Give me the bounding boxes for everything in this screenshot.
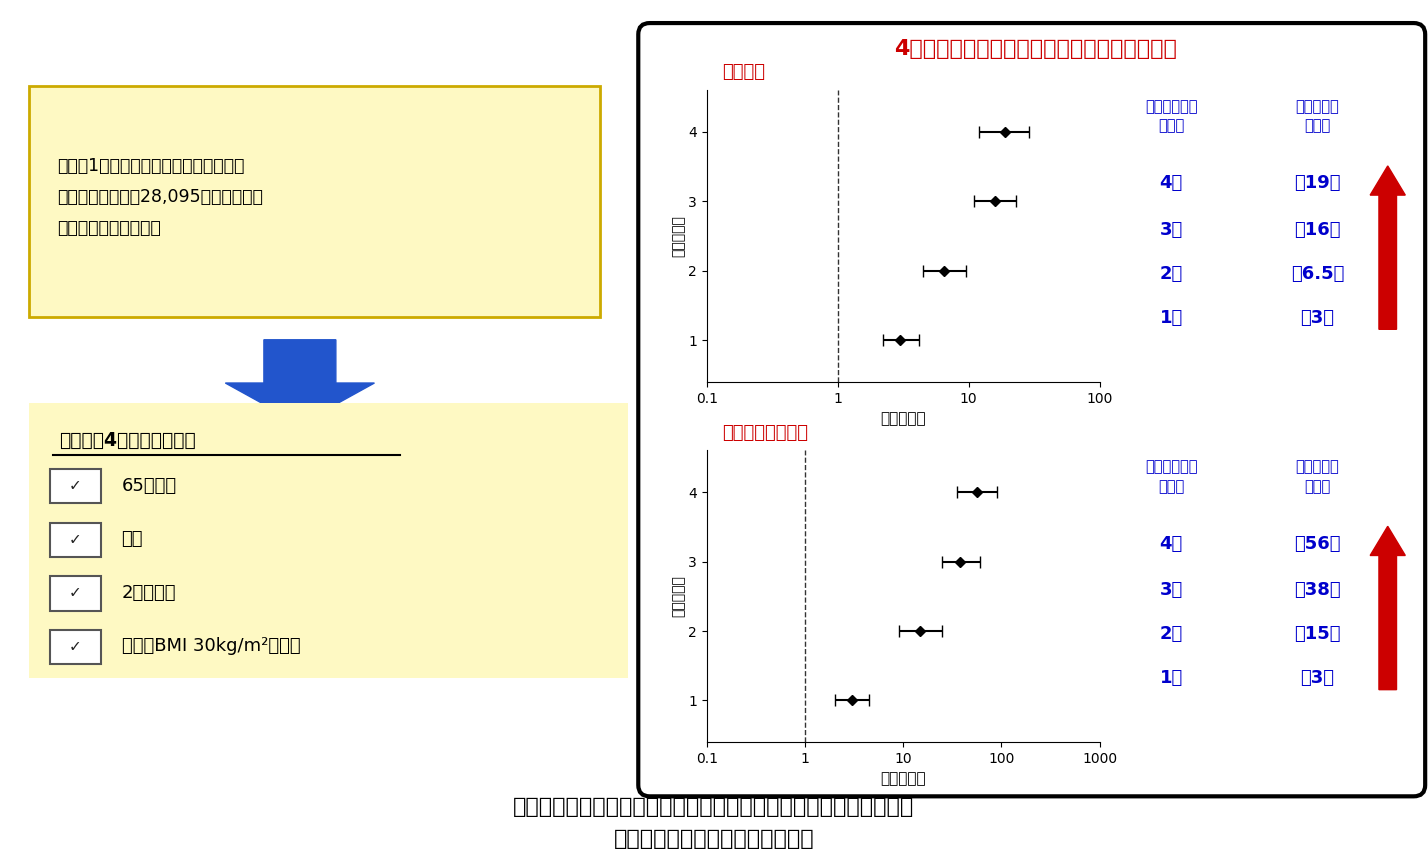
FancyBboxPatch shape: [50, 523, 100, 557]
Text: 肥満（BMI 30kg/m²以上）: 肥満（BMI 30kg/m²以上）: [121, 637, 300, 656]
Text: 約15倍: 約15倍: [1294, 625, 1341, 644]
Text: 入院治療の
危険性: 入院治療の 危険性: [1295, 99, 1339, 134]
FancyBboxPatch shape: [29, 403, 628, 678]
Text: 入院や重症となる危険が高くなる: 入院や重症となる危険が高くなる: [614, 829, 814, 849]
Text: ✓: ✓: [69, 585, 81, 601]
Text: 男性: 男性: [121, 530, 143, 548]
Text: 新型コロナウイルス感染時では、リスク因子の数が多くなるほど、: 新型コロナウイルス感染時では、リスク因子の数が多くなるほど、: [514, 796, 914, 817]
Y-axis label: リスクの数: リスクの数: [671, 576, 685, 617]
FancyBboxPatch shape: [638, 23, 1425, 796]
Text: 4個: 4個: [1160, 535, 1182, 553]
Text: 2型糖尿病: 2型糖尿病: [121, 583, 176, 601]
Text: リスク因子の
該当数: リスク因子の 該当数: [1145, 459, 1197, 494]
Text: 4個: 4個: [1160, 174, 1182, 192]
Text: 約56倍: 約56倍: [1294, 535, 1341, 553]
FancyBboxPatch shape: [50, 469, 100, 504]
FancyBboxPatch shape: [50, 630, 100, 664]
Text: 約6.5倍: 約6.5倍: [1291, 265, 1344, 283]
FancyArrow shape: [226, 340, 374, 424]
Text: 2個: 2個: [1160, 625, 1182, 644]
FancyArrow shape: [1371, 166, 1405, 329]
Y-axis label: リスクの数: リスクの数: [671, 215, 685, 257]
Text: 1個: 1個: [1160, 669, 1182, 687]
Text: 約3倍: 約3倍: [1301, 669, 1335, 687]
Text: 約3倍: 約3倍: [1301, 309, 1335, 327]
Text: 4つのリスク因子が重なった時の危険性を解析: 4つのリスク因子が重なった時の危険性を解析: [894, 39, 1177, 58]
X-axis label: ハザード比: ハザード比: [881, 411, 925, 426]
Text: 3個: 3個: [1160, 582, 1182, 600]
Text: 約38倍: 約38倍: [1294, 582, 1341, 600]
FancyBboxPatch shape: [29, 86, 600, 317]
Text: 1個: 1個: [1160, 309, 1182, 327]
Text: ✓: ✓: [69, 532, 81, 547]
FancyBboxPatch shape: [50, 577, 100, 611]
Text: クリティカルケア: クリティカルケア: [723, 424, 808, 442]
Text: 3個: 3個: [1160, 221, 1182, 239]
Text: 重症治療の
危険性: 重症治療の 危険性: [1295, 459, 1339, 494]
Text: 入院治療: 入院治療: [723, 63, 765, 82]
Text: リスク因子の
該当数: リスク因子の 該当数: [1145, 99, 1197, 134]
Text: ✓: ✓: [69, 478, 81, 493]
X-axis label: ハザード比: ハザード比: [881, 771, 925, 787]
Text: ✓: ✓: [69, 638, 81, 654]
FancyArrow shape: [1371, 526, 1405, 690]
Text: 米国の1億人以上の診療記録が含まれる
データベースから28,095人の新型コロ
ナウイルス患者を解析: 米国の1億人以上の診療記録が含まれる データベースから28,095人の新型コロ …: [57, 157, 263, 237]
Text: 約16倍: 約16倍: [1294, 221, 1341, 239]
Text: 判明した4つのリスク因子: 判明した4つのリスク因子: [59, 431, 196, 450]
Text: 2個: 2個: [1160, 265, 1182, 283]
Text: 65歳以上: 65歳以上: [121, 477, 177, 494]
Text: 約19倍: 約19倍: [1294, 174, 1341, 192]
